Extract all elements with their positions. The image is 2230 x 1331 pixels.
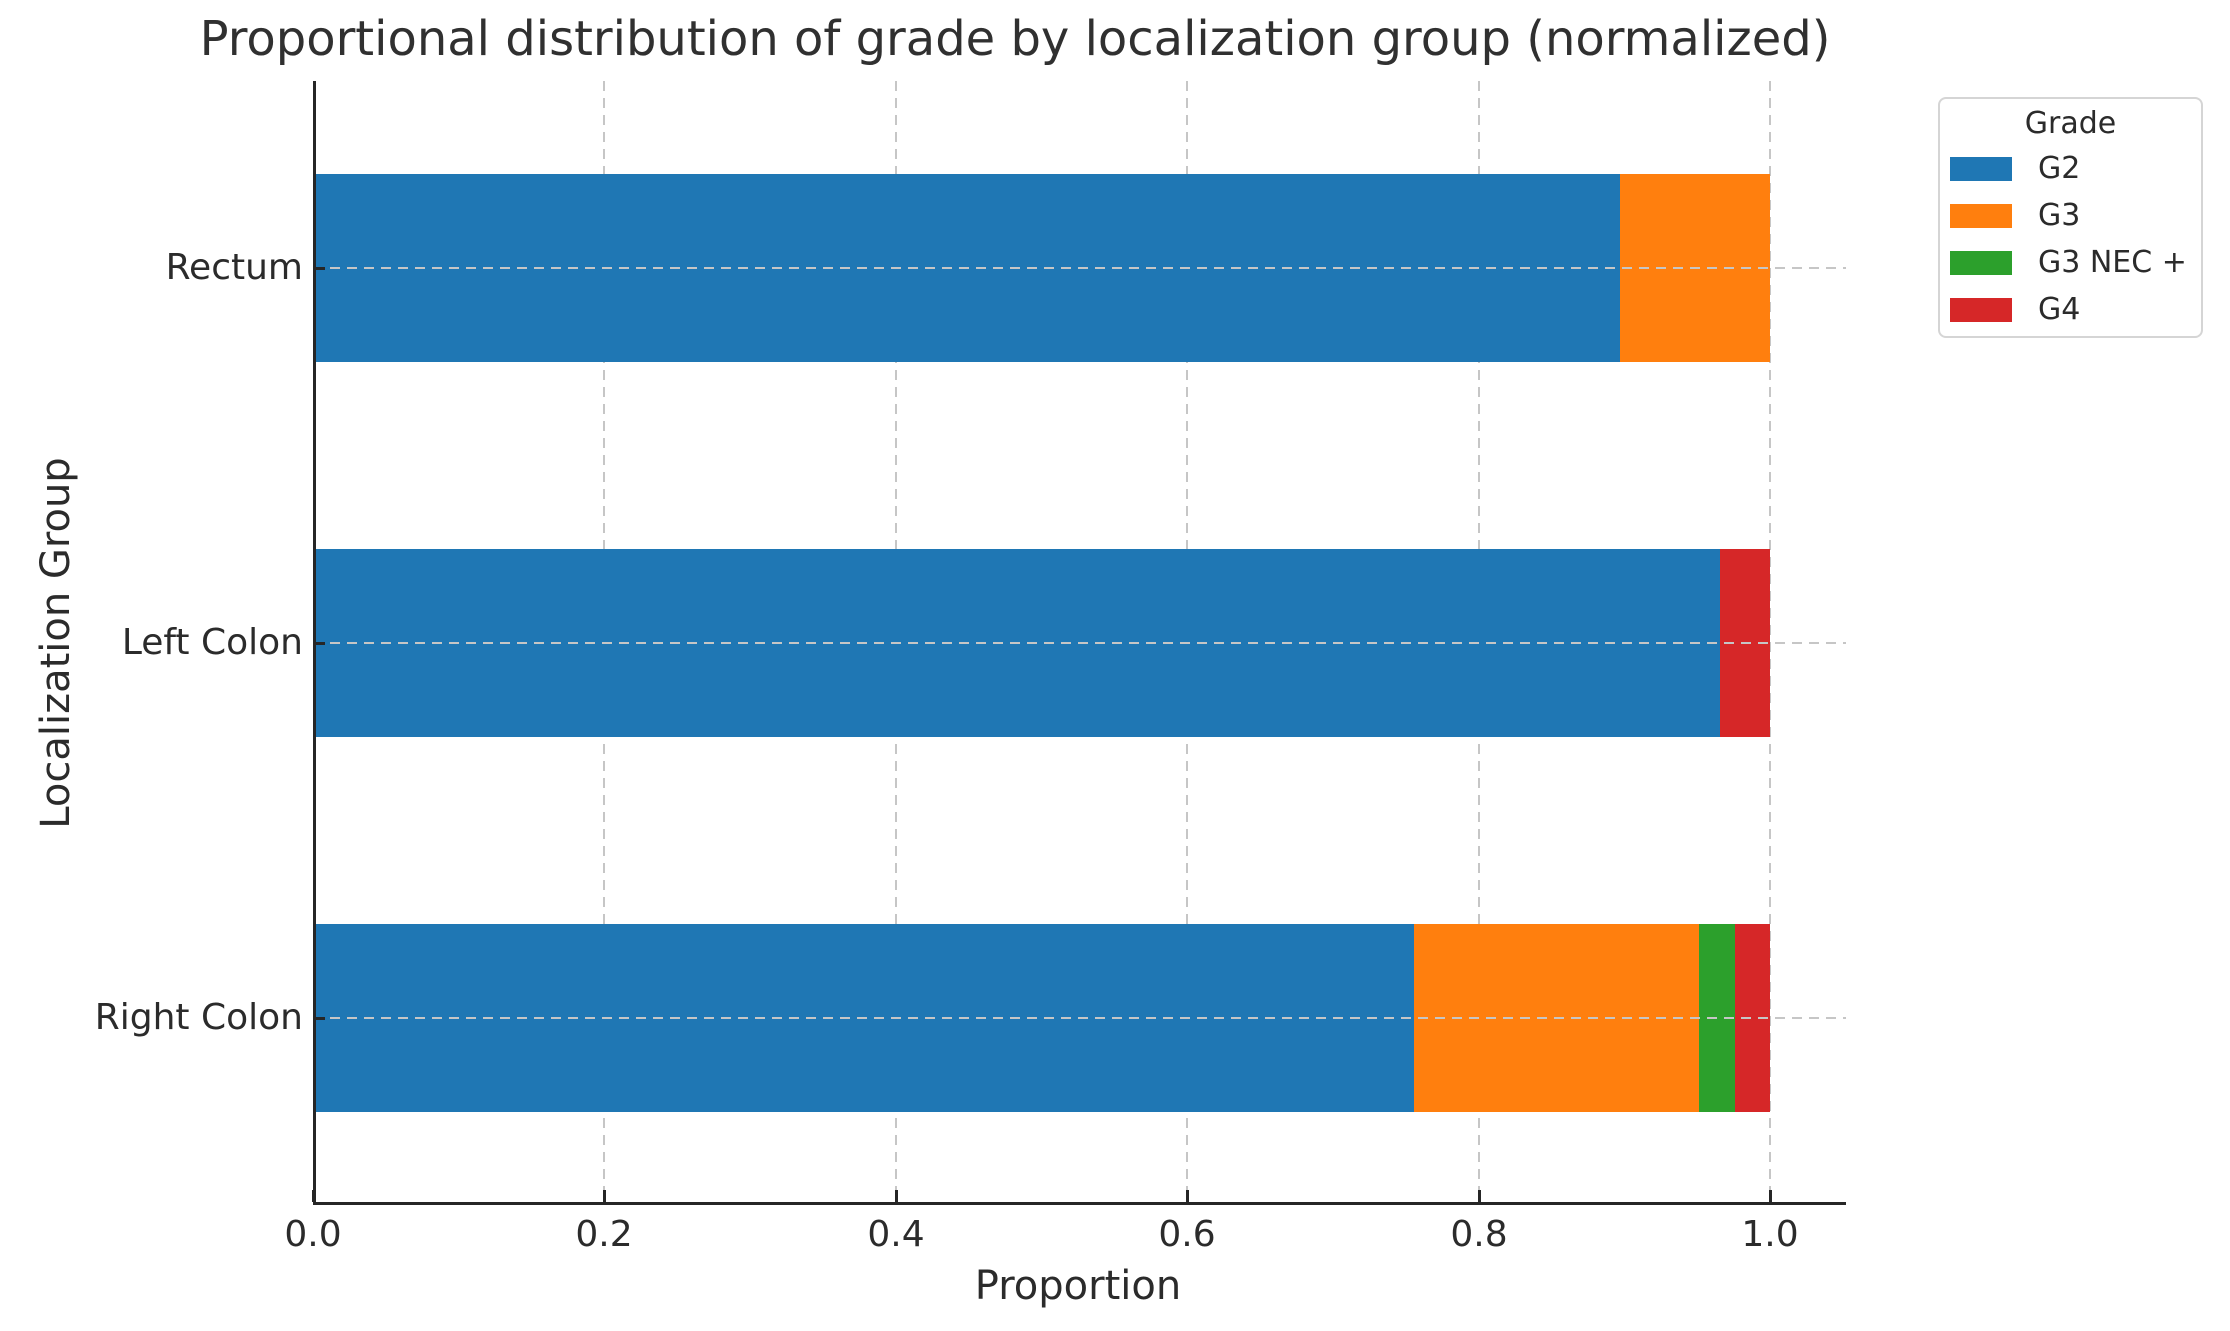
x-tick-label: 0.2 — [575, 1214, 633, 1255]
x-tick-mark — [1186, 1190, 1189, 1202]
x-tick-mark — [1478, 1190, 1481, 1202]
legend-item-g3: G3 — [1940, 192, 2201, 239]
x-tick-label: 0.6 — [1158, 1214, 1216, 1255]
y-gridline — [313, 267, 1846, 269]
legend-swatch-g3-icon — [1950, 203, 2012, 228]
y-tick-mark — [313, 1017, 325, 1020]
legend-items: G2 G3 G3 NEC + G4 — [1940, 145, 2201, 333]
legend-item-g4: G4 — [1940, 286, 2201, 333]
legend-item-g3-nec-+: G3 NEC + — [1940, 239, 2201, 286]
legend-item-g2: G2 — [1940, 145, 2201, 192]
legend-swatch-g2-icon — [1950, 156, 2012, 181]
x-axis-label: Proportion — [974, 1263, 1182, 1309]
plot-area — [312, 81, 1846, 1205]
x-tick-label: 0.0 — [284, 1214, 342, 1255]
y-gridline — [313, 1017, 1846, 1019]
legend-label: G2 — [2038, 151, 2081, 186]
y-tick-label-rectum: Rectum — [165, 247, 303, 288]
chart-title: Proportional distribution of grade by lo… — [199, 11, 1831, 67]
y-gridline — [313, 642, 1846, 644]
x-axis-spine — [313, 1202, 1846, 1205]
legend-label: G3 — [2038, 198, 2081, 233]
x-tick-mark — [312, 1190, 315, 1202]
legend-swatch-g3-nec-+-icon — [1950, 250, 2012, 275]
y-tick-mark — [313, 642, 325, 645]
x-tick-mark — [1769, 1190, 1772, 1202]
y-tick-label-left-colon: Left Colon — [121, 622, 303, 663]
legend: Grade G2 G3 G3 NEC + G4 — [1938, 97, 2203, 338]
x-tick-mark — [603, 1190, 606, 1202]
y-tick-label-right-colon: Right Colon — [94, 997, 303, 1038]
x-tick-label: 0.4 — [867, 1214, 925, 1255]
y-tick-mark — [313, 267, 325, 270]
legend-swatch-g4-icon — [1950, 297, 2012, 322]
legend-label: G3 NEC + — [2038, 245, 2187, 280]
legend-label: G4 — [2038, 292, 2081, 327]
x-tick-mark — [895, 1190, 898, 1202]
x-tick-label: 0.8 — [1450, 1214, 1508, 1255]
legend-title: Grade — [2024, 106, 2117, 141]
x-tick-label: 1.0 — [1741, 1214, 1799, 1255]
